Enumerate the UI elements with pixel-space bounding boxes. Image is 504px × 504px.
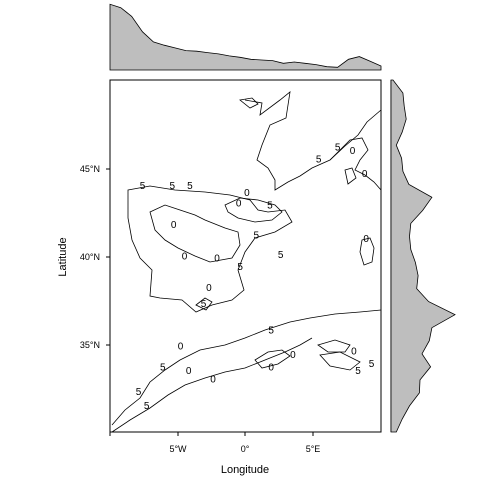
coastline-italy: [329, 137, 382, 191]
x-axis-title: Longitude: [221, 464, 269, 476]
coastline-north-africa: [111, 309, 382, 426]
top-density-area: [109, 3, 382, 71]
y-tick-label: 40°N: [80, 252, 100, 262]
x-axis: 5°W 0° 5°E Longitude: [109, 432, 321, 476]
island-corsica: [344, 167, 357, 185]
contour-level-label: 0: [186, 366, 192, 377]
contour-level-label: 0: [214, 253, 220, 264]
contour-level-label: 5: [278, 250, 284, 261]
africa-contour-3: [319, 351, 361, 371]
contour-level-label: 5: [160, 362, 166, 373]
y-tick-label: 35°N: [80, 340, 100, 350]
contour-level-label: 5: [254, 230, 260, 241]
contour-level-label: 0: [351, 347, 357, 358]
contour-level-label: 0: [210, 375, 216, 386]
map-frame: [109, 79, 382, 433]
contour-level-label: 0: [362, 169, 368, 180]
contour-level-label: 5: [335, 142, 341, 153]
interior-contour-1: [149, 204, 241, 263]
contour-level-label: 0: [350, 146, 356, 157]
coastline-north-africa-inner: [111, 337, 313, 433]
contour-level-label: 5: [316, 155, 322, 166]
contour-level-label: 5: [144, 401, 150, 412]
africa-contour-2: [317, 339, 351, 353]
contour-level-label: 5: [267, 201, 273, 212]
contour-level-label: 0: [178, 341, 184, 352]
africa-contour-1: [254, 349, 291, 369]
contour-level-label: 5: [369, 359, 375, 370]
interior-contour-3: [195, 297, 213, 311]
contour-level-label: 0: [268, 362, 274, 373]
contour-level-label: 5: [268, 325, 274, 336]
contour-level-label: 5: [201, 299, 207, 310]
right-marginal-panel: [390, 79, 456, 433]
contour-level-label: 0: [171, 220, 177, 231]
balearic-island: [239, 97, 259, 109]
x-tick-label: 0°: [241, 444, 250, 454]
contour-level-label: 0: [206, 283, 212, 294]
coastline-france: [244, 91, 382, 191]
contour-level-label: 0: [363, 234, 369, 245]
y-axis: 35°N 40°N 45°N Latitude: [57, 164, 110, 350]
contour-level-label: 0: [290, 350, 296, 361]
contour-level-label: 0: [182, 252, 188, 263]
coastline-iberia: [127, 185, 293, 313]
contour-level-label: 5: [170, 181, 176, 192]
contour-level-label: 5: [187, 181, 193, 192]
contour-level-label: 0: [236, 199, 242, 210]
contour-level-label: 5: [136, 387, 142, 398]
contour-level-label: 0: [244, 188, 250, 199]
contour-level-label: 5: [355, 366, 361, 377]
island-sardinia: [359, 237, 375, 266]
contour-level-label: 5: [237, 262, 243, 273]
interior-contour-2: [224, 197, 283, 223]
right-density-area: [390, 79, 456, 433]
x-tick-label: 5°E: [306, 444, 321, 454]
contour-level-label: 5: [140, 181, 146, 192]
y-axis-title: Latitude: [57, 237, 69, 276]
x-tick-label: 5°W: [169, 444, 187, 454]
top-marginal-panel: [109, 3, 382, 71]
y-tick-label: 45°N: [80, 164, 100, 174]
